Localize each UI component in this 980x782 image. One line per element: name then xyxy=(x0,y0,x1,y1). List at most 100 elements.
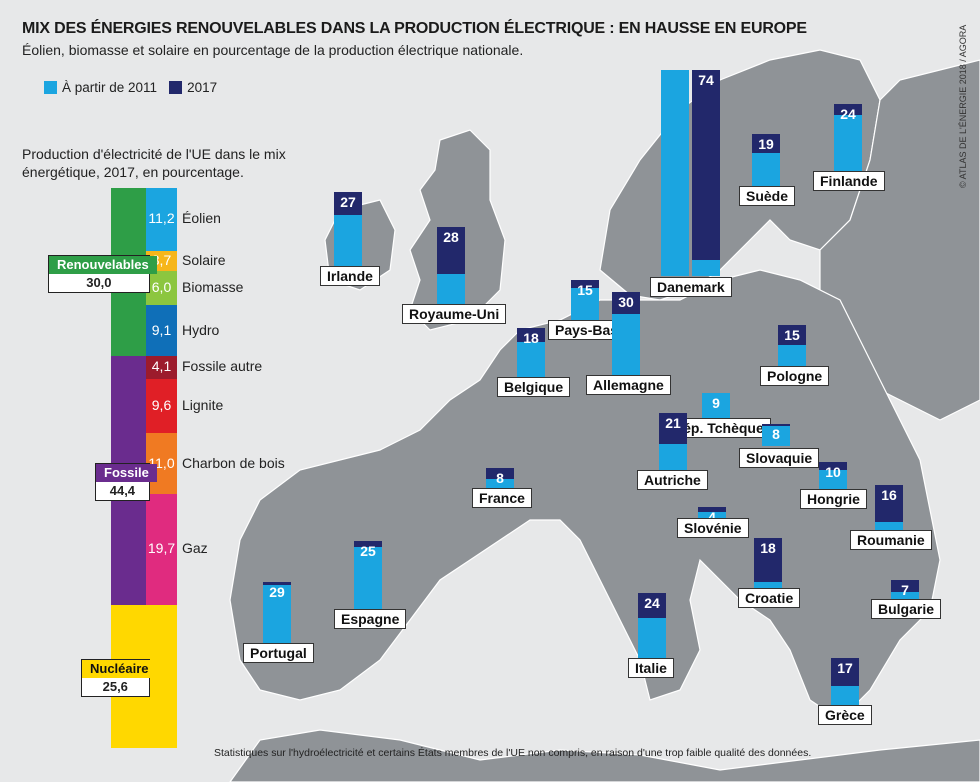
bar-2017 xyxy=(692,70,720,260)
mix-segment-label: Gaz xyxy=(182,540,208,557)
bar-2017 xyxy=(752,133,780,154)
mix-segment-1-3 xyxy=(146,271,177,306)
bar-value-label: 15 xyxy=(784,327,800,343)
country-label: Roumanie xyxy=(850,530,932,550)
bar-since-2011 xyxy=(638,618,666,660)
bar-value-label: 24 xyxy=(644,594,660,611)
bar-2017 xyxy=(571,280,599,289)
country-label: Slovaquie xyxy=(739,448,820,468)
mix-segment-value: 11,2 xyxy=(148,210,175,227)
bar-since-2011 xyxy=(517,341,545,378)
mix-segment-1-4 xyxy=(146,305,177,356)
country-label: Finlande xyxy=(813,171,885,191)
country-label: Rép. Tchèque xyxy=(666,418,771,438)
mix-group-label: Nucléaire 25,6 xyxy=(81,659,157,698)
legend-label-2011: À partir de 2011 xyxy=(62,80,158,95)
mix-group-value: 44,4 xyxy=(96,482,149,501)
bar-since-2011 xyxy=(437,274,465,305)
bar-2017 xyxy=(762,423,790,427)
mix-group-value: 25,6 xyxy=(82,678,149,697)
country-label: Croatie xyxy=(738,588,801,608)
country-label: Irlande xyxy=(320,266,380,286)
bar-since-2011 xyxy=(834,115,862,171)
bar-2017 xyxy=(659,413,687,444)
bar-value-label: 7 xyxy=(901,582,909,599)
bar-since-2011 xyxy=(659,444,687,472)
legend-label-2017: 2017 xyxy=(187,80,218,95)
bar-2017 xyxy=(819,462,847,471)
country-label: Belgique xyxy=(497,377,571,397)
mix-segment-2-4 xyxy=(146,494,177,605)
chart-subtitle: Éolien, biomasse et solaire en pourcenta… xyxy=(22,42,524,58)
bar-since-2011 xyxy=(831,686,859,706)
country-label: Danemark xyxy=(650,277,732,297)
bar-value-label: 25 xyxy=(360,543,376,559)
mix-segment-label: Biomasse xyxy=(182,279,244,296)
mix-segment-2-3 xyxy=(146,432,177,495)
mix-segment-2-1 xyxy=(146,356,177,379)
bar-2017 xyxy=(638,592,666,618)
bar-value-label: 19 xyxy=(758,135,774,152)
land-africa xyxy=(229,729,980,782)
mix-segment-2-2 xyxy=(146,378,177,433)
mix-segment-label: Solaire xyxy=(182,252,226,269)
country-label: Autriche xyxy=(637,470,708,490)
country-label: Allemagne xyxy=(586,375,671,395)
mix-segment-value: 9,1 xyxy=(151,321,172,338)
bar-since-2011 xyxy=(692,260,720,276)
legend-swatch-2011 xyxy=(44,81,57,94)
mix-segment-value: 6,0 xyxy=(151,279,172,296)
country-label: Espagne xyxy=(334,609,407,629)
mix-segment-value: 4,1 xyxy=(151,358,172,375)
bar-2017 xyxy=(698,506,726,513)
bar-value-label: 27 xyxy=(340,194,356,211)
bar-since-2011 xyxy=(354,546,382,611)
bar-2017 xyxy=(486,467,514,479)
bar-2017 xyxy=(354,541,382,547)
bar-value-label: 21 xyxy=(665,415,681,432)
chart-title: MIX DES ÉNERGIES RENOUVELABLES DANS LA P… xyxy=(22,20,807,37)
bar-since-2011 xyxy=(875,521,903,530)
bar-value-label: 4 xyxy=(708,508,716,525)
legend: À partir de 2011 2017 xyxy=(44,80,229,95)
bar-since-2011 xyxy=(698,512,726,518)
bar-since-2011 xyxy=(571,288,599,322)
bar-since-2011 xyxy=(661,70,689,276)
mix-segment-label: Hydro xyxy=(182,321,220,338)
bar-since-2011 xyxy=(778,344,806,367)
bar-2017 xyxy=(875,485,903,522)
footnote: Statistiques sur l'hydroélectricité et c… xyxy=(214,747,812,759)
bar-value-label: 9 xyxy=(712,394,720,411)
bar-since-2011 xyxy=(612,314,640,376)
bar-value-label: 74 xyxy=(698,72,714,88)
country-label: Pologne xyxy=(760,366,830,386)
mix-group-value: 30,0 xyxy=(49,274,149,292)
mix-segment-value: 19,7 xyxy=(147,540,176,557)
country-label: Bulgarie xyxy=(871,599,942,619)
country-label: Royaume-Uni xyxy=(402,304,507,324)
bar-since-2011 xyxy=(702,392,730,418)
copyright-note: © ATLAS DE L'ÉNERGIE 2018 / AGORA xyxy=(958,24,968,188)
bar-since-2011 xyxy=(486,478,514,490)
mix-segment-1-1 xyxy=(146,188,177,251)
bar-since-2011 xyxy=(752,153,780,187)
mix-group-name: Fossile xyxy=(96,464,157,483)
country-label: Grèce xyxy=(818,705,872,725)
bar-2017 xyxy=(437,226,465,275)
mix-group-label: Fossile 44,4 xyxy=(95,463,157,502)
bar-value-label: 28 xyxy=(443,228,459,245)
mix-group-name: Nucléaire xyxy=(82,660,157,679)
bar-2017 xyxy=(612,292,640,315)
bar-value-label: 18 xyxy=(760,539,776,556)
bar-value-label: 10 xyxy=(825,464,841,480)
country-label: Portugal xyxy=(243,643,314,663)
bar-2017 xyxy=(834,103,862,115)
eu-mix-title: Production d'électricité de l'UE dans le… xyxy=(22,146,286,180)
mix-group-label: Renouvelables 30,0 xyxy=(48,255,157,293)
bar-since-2011 xyxy=(762,426,790,446)
bar-value-label: 30 xyxy=(618,294,634,310)
bar-2017 xyxy=(891,580,919,592)
country-label: Hongrie xyxy=(800,489,867,509)
bar-2017 xyxy=(334,192,362,215)
